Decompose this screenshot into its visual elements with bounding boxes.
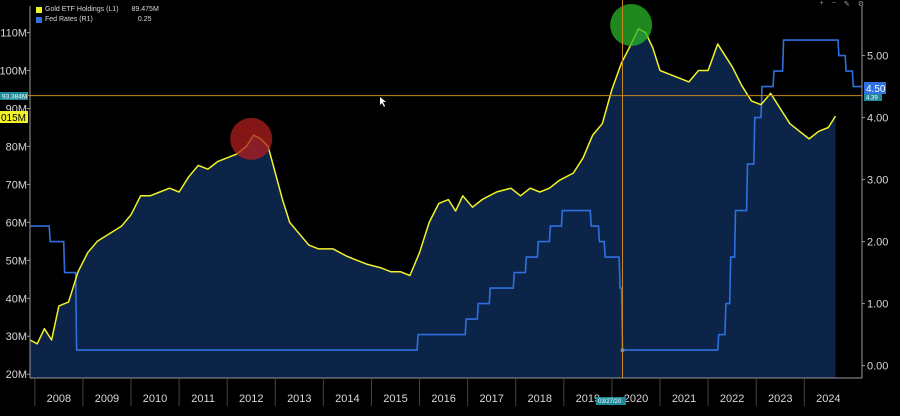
crosshair-left-badge [0, 92, 28, 100]
mouse-cursor-icon [380, 97, 386, 107]
x-tick-label-2023: 2023 [768, 393, 792, 405]
x-tick-label-2013: 2013 [287, 393, 311, 405]
legend: Gold ETF Holdings (L1) 89.475M Fed Rates… [36, 5, 159, 25]
settings-icon[interactable]: ⚙ [857, 1, 864, 8]
left-tick-label-30M: 30M [6, 331, 27, 343]
current-right-badge [864, 82, 886, 94]
right-axis-ticks: 0.00 1.00 2.00 3.00 4.00 5.00 [862, 51, 888, 373]
fed-legend-value: 0.25 [137, 16, 152, 23]
fed-legend-label: Fed Rates (R1) [45, 16, 93, 23]
left-tick-label-110M: 110M [0, 28, 27, 40]
minus-icon[interactable]: − [831, 0, 836, 7]
date-label: 03/27/20 [598, 399, 622, 405]
x-tick-label-2011: 2011 [191, 393, 215, 405]
x-tick-label-2008: 2008 [47, 393, 71, 405]
left-tick-label-100M: 100M [0, 66, 27, 78]
x-tick-label-2018: 2018 [528, 393, 552, 405]
right-tick-label-3.00: 3.00 [867, 175, 888, 187]
current-left-label: 015M [1, 113, 26, 124]
x-tick-label-2015: 2015 [383, 393, 407, 405]
axes [29, 6, 863, 379]
x-tick-label-2016: 2016 [431, 393, 455, 405]
x-axis-ticks: 2008 2009 2010 2011 2012 2013 2014 2015 2016 2017… [34, 378, 841, 406]
date-badge [596, 397, 626, 405]
gold-legend-value: 89.475M [131, 6, 159, 13]
gold-area [30, 28, 836, 379]
x-tick-label-2020: 2020 [624, 393, 648, 405]
edit-icon[interactable]: ✎ [843, 1, 850, 8]
crosshair-right-badge [864, 94, 882, 101]
legend-item-gold[interactable]: Gold ETF Holdings (L1) 89.475M [36, 5, 159, 15]
gold-series [29, 28, 837, 345]
left-tick-label-80M: 80M [6, 141, 27, 153]
gold-swatch [36, 7, 42, 13]
current-right-label: 4.50 [866, 84, 886, 95]
fed-rate-series [30, 39, 862, 351]
crosshair-left-label: 93.384M [2, 94, 27, 101]
highlight-circle-1 [230, 117, 273, 160]
left-tick-label-40M: 40M [6, 293, 27, 305]
x-tick-label-2012: 2012 [239, 393, 263, 405]
fed-rate-line [30, 39, 862, 351]
x-tick-label-2017: 2017 [479, 393, 503, 405]
right-tick-label-1.00: 1.00 [867, 299, 888, 311]
x-tick-label-2014: 2014 [335, 393, 359, 405]
right-tick-label-5.00: 5.00 [867, 51, 888, 63]
fed-swatch [36, 17, 42, 23]
right-tick-label-4.00: 4.00 [867, 113, 888, 125]
gold-legend-label: Gold ETF Holdings (L1) [45, 6, 119, 13]
crosshair-right-label: 4.39 [866, 96, 878, 102]
x-tick-label-2022: 2022 [720, 393, 744, 405]
x-tick-label-2021: 2021 [672, 393, 696, 405]
gold-line [29, 28, 837, 345]
left-tick-label-60M: 60M [6, 217, 27, 229]
left-tick-label-20M: 20M [6, 369, 27, 381]
x-tick-label-2010: 2010 [143, 393, 167, 405]
value-markers: 93.384M 015M 4.50 4.39 03/27/20 [0, 82, 886, 405]
left-tick-label-70M: 70M [6, 179, 27, 191]
x-tick-label-2019: 2019 [576, 393, 600, 405]
right-tick-label-0.00: 0.00 [867, 361, 888, 373]
current-left-badge [0, 111, 28, 123]
highlight-circle-2 [610, 3, 653, 46]
left-tick-label-50M: 50M [6, 255, 27, 267]
annotations [0, 0, 862, 378]
chart-toolbar: + − ✎ ⚙ [820, 0, 864, 8]
gold-area-fill [30, 28, 836, 379]
plus-icon[interactable]: + [819, 0, 824, 7]
legend-item-fed[interactable]: Fed Rates (R1) 0.25 [36, 15, 159, 25]
x-tick-label-2009: 2009 [95, 393, 119, 405]
x-tick-label-2024: 2024 [816, 393, 840, 405]
crosshair-point [620, 348, 625, 353]
right-tick-label-2.00: 2.00 [867, 237, 888, 249]
